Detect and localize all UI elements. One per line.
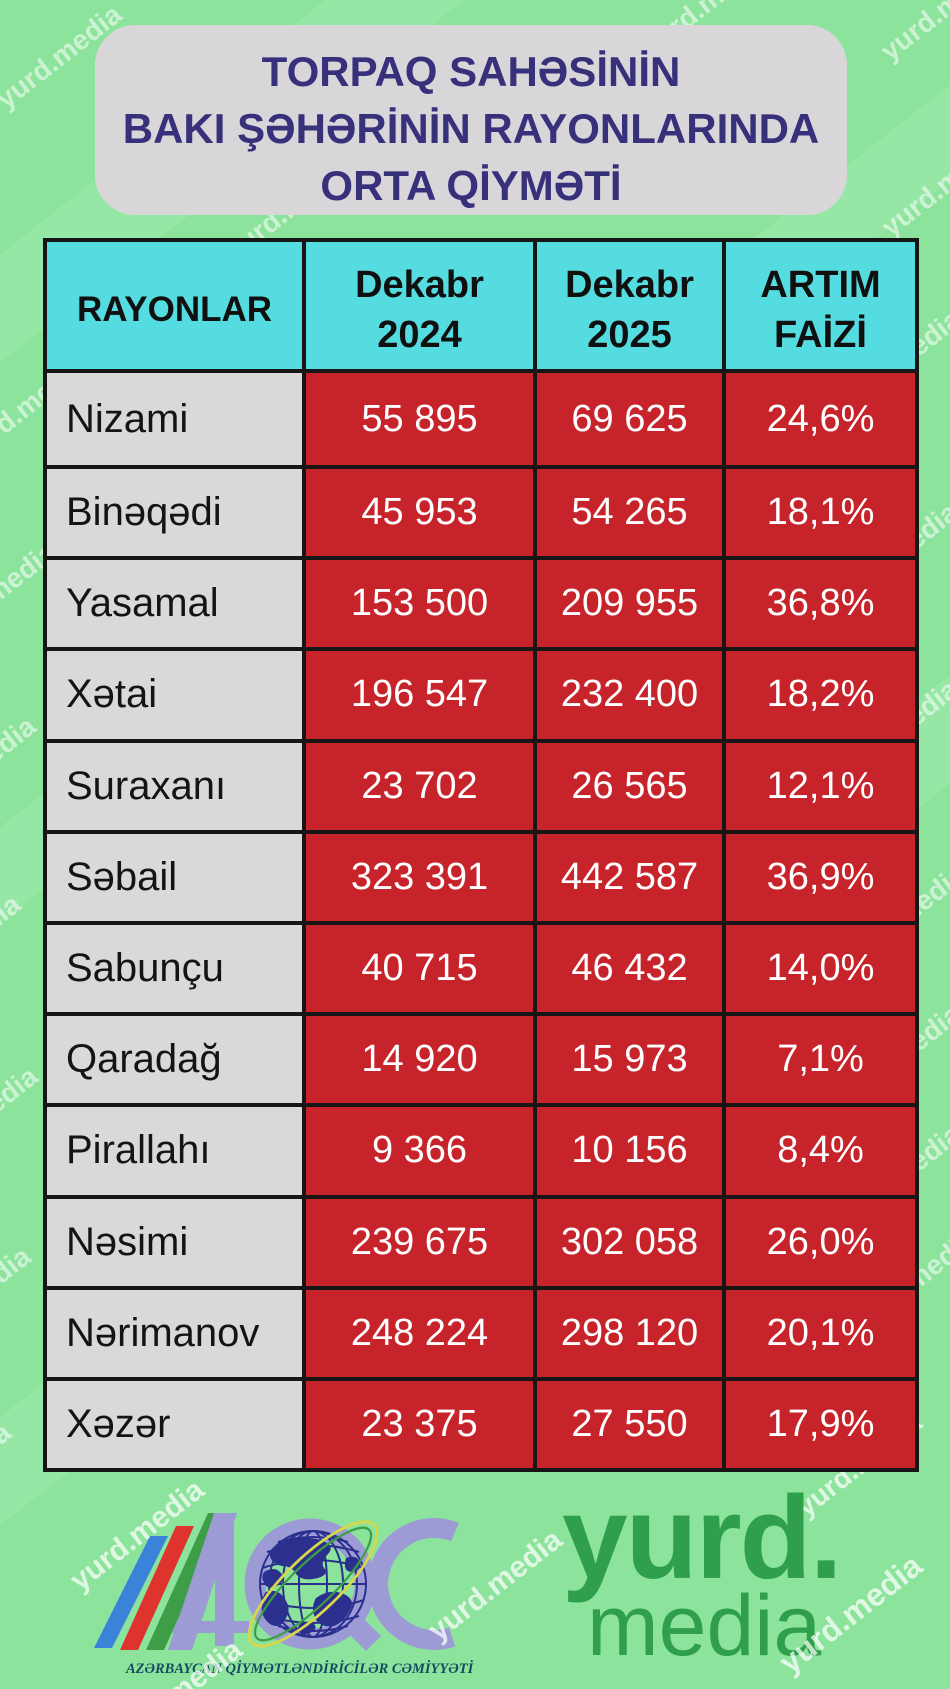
svg-text:yurd.media: yurd.media — [64, 1473, 211, 1598]
svg-text:yurd.media: yurd.media — [102, 1633, 249, 1689]
svg-text:AZƏRBAYCAN QİYMƏTLƏNDİRİCİLƏR: AZƏRBAYCAN QİYMƏTLƏNDİRİCİLƏR CƏMİYYƏTİ — [125, 1660, 475, 1677]
svg-text:yurd.media: yurd.media — [772, 1547, 929, 1681]
svg-text:yurd.media: yurd.media — [422, 1523, 569, 1648]
